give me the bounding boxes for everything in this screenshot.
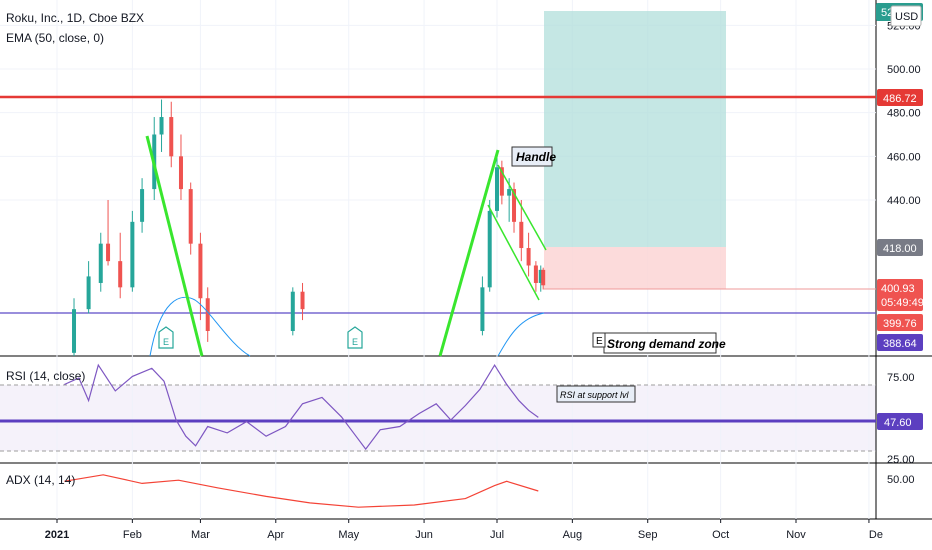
resistance-tag-label: 486.72 <box>883 93 917 105</box>
last-price-label: 400.93 <box>881 283 915 295</box>
countdown-label: 05:49:49 <box>881 297 924 309</box>
price-tick-label: 440.00 <box>887 195 921 207</box>
handle-label: Handle <box>516 150 556 164</box>
top-tag-label: 52 <box>881 7 893 19</box>
rsi-tick-75: 75.00 <box>887 372 915 384</box>
candle-body <box>290 291 295 331</box>
candle-body <box>178 156 183 190</box>
target-zone[interactable] <box>544 11 726 247</box>
time-label: Jul <box>490 529 504 541</box>
low-tag-label: 388.64 <box>883 338 917 350</box>
e-marker-demand[interactable]: E <box>592 332 606 348</box>
candle-body <box>205 298 210 331</box>
ema-curve-2 <box>497 312 545 357</box>
time-label: Mar <box>191 529 210 541</box>
time-label: May <box>338 529 359 541</box>
rsi-band-fill <box>0 385 876 451</box>
handle-annotation[interactable]: Handle <box>511 146 556 167</box>
candle-body <box>72 309 77 353</box>
candle-body <box>198 243 203 299</box>
time-label: Jun <box>415 529 433 541</box>
ema-legend: EMA (50, close, 0) <box>6 31 104 45</box>
candle-body <box>130 221 135 288</box>
trend-line-left[interactable] <box>145 135 204 357</box>
rsi-value-label: 47.60 <box>884 417 912 429</box>
rsi-note-annotation[interactable]: RSI at support lvl <box>556 385 636 403</box>
adx-tick-50: 50.00 <box>887 474 915 486</box>
candle-body <box>507 189 512 196</box>
ema-curve-1 <box>149 296 251 357</box>
time-label: Aug <box>563 529 583 541</box>
candles-layer <box>72 99 546 356</box>
time-label: Sep <box>638 529 658 541</box>
candle-body <box>541 269 546 286</box>
currency-button[interactable]: USD <box>890 5 922 27</box>
candle-body <box>118 261 123 288</box>
candle-body <box>526 248 531 266</box>
support-tag: 399.76 <box>877 314 923 331</box>
candle-body <box>495 167 499 211</box>
time-label: Feb <box>123 529 142 541</box>
candle-body <box>538 269 543 283</box>
last-price-tag: 400.93 05:49:49 <box>877 279 924 311</box>
time-label: Apr <box>267 529 284 541</box>
rsi-note-label: RSI at support lvl <box>560 390 630 400</box>
candle-body <box>499 167 504 196</box>
earnings-icon-1-label: E <box>163 337 169 347</box>
rsi-title: RSI (14, close) <box>6 369 85 383</box>
earnings-icon-2[interactable]: E <box>347 326 363 349</box>
rsi-value-tag: 47.60 <box>877 413 923 430</box>
trend-line-right[interactable] <box>438 149 500 357</box>
support-tag-label: 399.76 <box>883 318 917 330</box>
candle-body <box>519 221 524 249</box>
adx-line <box>64 474 539 508</box>
price-tick-label: 480.00 <box>887 108 921 120</box>
e-marker-demand-label: E <box>596 336 603 347</box>
price-tick-label: 460.00 <box>887 151 921 163</box>
candle-body <box>86 276 91 310</box>
price-tick-label: 500.00 <box>887 64 921 76</box>
price-pane <box>0 0 876 356</box>
rsi-tick-25: 25.00 <box>887 454 915 466</box>
candle-body <box>533 265 538 283</box>
low-tag: 388.64 <box>877 334 923 351</box>
adx-title: ADX (14, 14) <box>6 473 75 487</box>
entry-tag: 418.00 <box>877 239 923 256</box>
candle-body <box>98 243 103 283</box>
entry-tag-label: 418.00 <box>883 243 917 255</box>
resistance-tag: 486.72 <box>877 89 923 106</box>
symbol-title: Roku, Inc., 1D, Cboe BZX <box>6 11 144 25</box>
candle-body <box>140 189 145 222</box>
demand-annotation[interactable]: Strong demand zone <box>603 332 726 354</box>
currency-label: USD <box>895 11 918 23</box>
candle-body <box>512 189 517 222</box>
candle-body <box>300 291 305 310</box>
candle-body <box>106 243 111 262</box>
candle-body <box>169 117 174 157</box>
flag-upper-line[interactable] <box>497 164 547 251</box>
candle-body <box>480 287 485 331</box>
candle-body <box>487 210 492 288</box>
time-label: Oct <box>712 529 729 541</box>
time-label: De <box>869 529 883 541</box>
rsi-line <box>64 363 539 451</box>
candle-body <box>159 117 164 135</box>
stop-zone[interactable] <box>544 247 726 289</box>
time-axis[interactable]: 2021 Feb Mar Apr May Jun Jul Aug Sep Oct Nov De <box>45 519 883 541</box>
earnings-icon-1[interactable]: E <box>158 326 174 349</box>
flag-lower-line[interactable] <box>487 204 540 301</box>
earnings-icon-2-label: E <box>352 337 358 347</box>
time-label: 2021 <box>45 529 69 541</box>
time-label: Nov <box>786 529 806 541</box>
demand-label: Strong demand zone <box>607 337 726 351</box>
candle-body <box>188 189 193 244</box>
